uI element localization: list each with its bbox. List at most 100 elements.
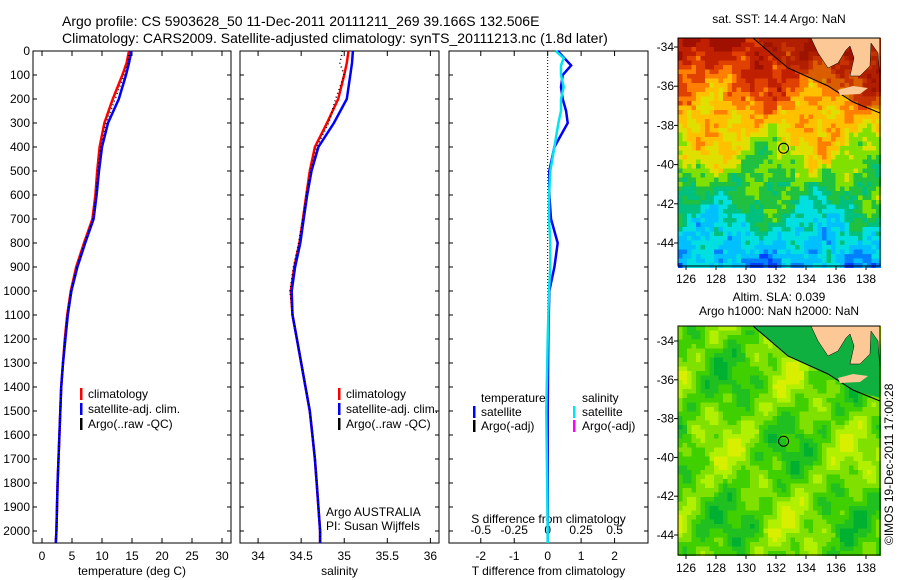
map-cell bbox=[746, 137, 751, 142]
map-cell bbox=[858, 407, 863, 412]
map-cell bbox=[872, 488, 877, 493]
map-cell bbox=[741, 146, 746, 151]
map-cell bbox=[701, 398, 706, 403]
map-cell bbox=[719, 173, 724, 178]
map-cell bbox=[746, 466, 751, 471]
map-cell bbox=[800, 398, 805, 403]
map-cell bbox=[791, 178, 796, 183]
map-cell bbox=[786, 497, 791, 502]
map-cell bbox=[746, 520, 751, 525]
map-cell bbox=[755, 218, 760, 223]
legend-label: satellite bbox=[481, 405, 522, 419]
map-cell bbox=[732, 128, 737, 133]
map-cell bbox=[764, 515, 769, 520]
map-cell bbox=[687, 182, 692, 187]
map-cell bbox=[737, 349, 742, 354]
map-cell bbox=[849, 425, 854, 430]
map-cell bbox=[719, 245, 724, 250]
map-cell bbox=[741, 119, 746, 124]
map-cell bbox=[692, 74, 697, 79]
map-cell bbox=[863, 128, 868, 133]
map-cell bbox=[822, 245, 827, 250]
map-cell bbox=[687, 547, 692, 552]
map-cell bbox=[773, 389, 778, 394]
map-cell bbox=[732, 461, 737, 466]
map-cell bbox=[746, 425, 751, 430]
map-cell bbox=[705, 259, 710, 264]
map-cell bbox=[804, 443, 809, 448]
map-cell bbox=[710, 371, 715, 376]
map-cell bbox=[746, 146, 751, 151]
map-cell bbox=[678, 362, 683, 367]
map-cell bbox=[849, 470, 854, 475]
map-cell bbox=[737, 47, 742, 52]
map-cell bbox=[800, 371, 805, 376]
map-cell bbox=[773, 119, 778, 124]
map-cell bbox=[836, 155, 841, 160]
map-cell bbox=[732, 223, 737, 228]
map-cell bbox=[818, 205, 823, 210]
map-cell bbox=[759, 70, 764, 75]
map-cell bbox=[764, 412, 769, 417]
map-cell bbox=[710, 358, 715, 363]
map-cell bbox=[701, 227, 706, 232]
map-cell bbox=[777, 133, 782, 138]
map-cell bbox=[732, 137, 737, 142]
map-cell bbox=[714, 371, 719, 376]
map-cell bbox=[813, 376, 818, 381]
map-cell bbox=[723, 106, 728, 111]
map-cell bbox=[840, 457, 845, 462]
map-cell bbox=[777, 70, 782, 75]
map-cell bbox=[705, 101, 710, 106]
map-cell bbox=[728, 236, 733, 241]
map-cell bbox=[804, 106, 809, 111]
map-cell bbox=[818, 470, 823, 475]
map-cell bbox=[831, 106, 836, 111]
map-cell bbox=[822, 241, 827, 246]
map-cell bbox=[750, 461, 755, 466]
map-cell bbox=[845, 169, 850, 174]
map-cell bbox=[723, 340, 728, 345]
map-cell bbox=[773, 371, 778, 376]
map-cell bbox=[822, 88, 827, 93]
map-cell bbox=[795, 403, 800, 408]
map-cell bbox=[831, 245, 836, 250]
map-cell bbox=[858, 250, 863, 255]
map-cell bbox=[746, 385, 751, 390]
map-cell bbox=[795, 497, 800, 502]
map-cell bbox=[701, 146, 706, 151]
map-cell bbox=[768, 349, 773, 354]
map-cell bbox=[858, 439, 863, 444]
map-cell bbox=[831, 142, 836, 147]
map-cell bbox=[809, 97, 814, 102]
map-cell bbox=[872, 538, 877, 543]
map-cell bbox=[701, 493, 706, 498]
map-cell bbox=[777, 511, 782, 516]
map-cell bbox=[791, 245, 796, 250]
map-cell bbox=[840, 484, 845, 489]
map-cell bbox=[714, 326, 719, 331]
map-cell bbox=[800, 106, 805, 111]
map-cell bbox=[845, 434, 850, 439]
map-cell bbox=[786, 196, 791, 201]
legend-swatch bbox=[573, 406, 576, 418]
map-cell bbox=[728, 250, 733, 255]
map-cell bbox=[746, 416, 751, 421]
map-cell bbox=[800, 430, 805, 435]
map-cell bbox=[845, 475, 850, 480]
map-cell bbox=[737, 407, 742, 412]
map-cell bbox=[678, 488, 683, 493]
map-cell bbox=[782, 511, 787, 516]
map-cell bbox=[701, 128, 706, 133]
map-cell bbox=[732, 358, 737, 363]
map-cell bbox=[696, 349, 701, 354]
map-cell bbox=[786, 403, 791, 408]
map-cell bbox=[692, 421, 697, 426]
map-cell bbox=[795, 191, 800, 196]
map-cell bbox=[750, 362, 755, 367]
map-cell bbox=[872, 515, 877, 520]
map-cell bbox=[867, 133, 872, 138]
map-cell bbox=[827, 187, 832, 192]
map-cell bbox=[701, 524, 706, 529]
map-cell bbox=[836, 133, 841, 138]
